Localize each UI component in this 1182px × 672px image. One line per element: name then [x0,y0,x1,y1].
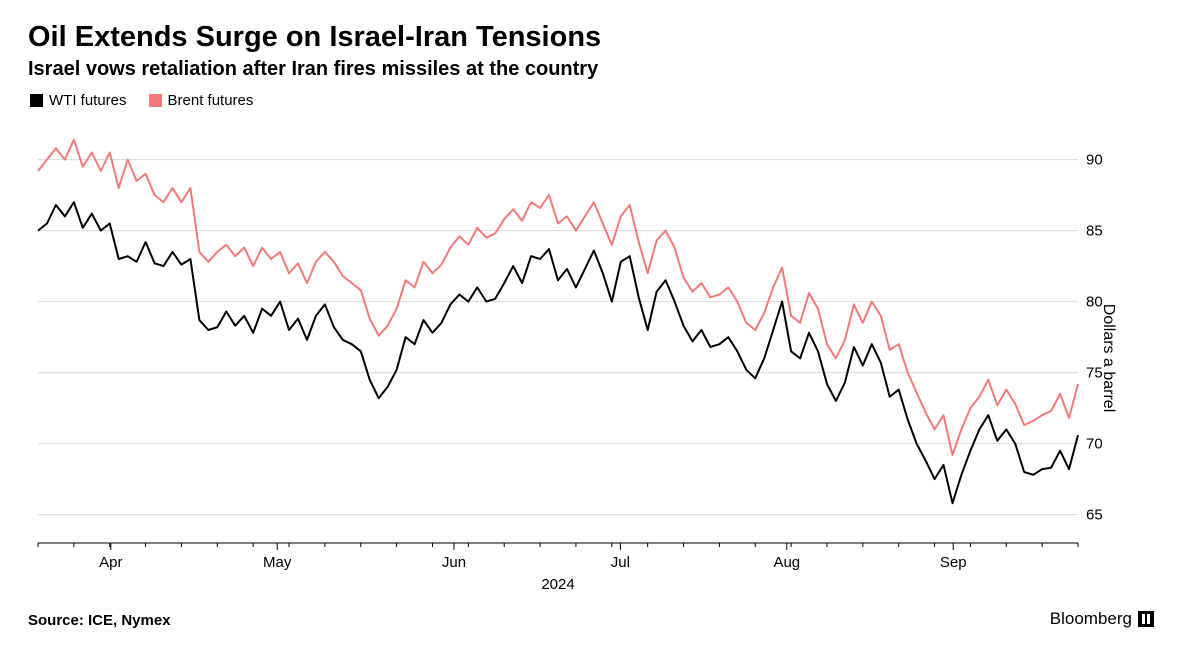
legend-label-wti: WTI futures [49,92,127,109]
svg-text:65: 65 [1086,506,1103,523]
svg-text:Jun: Jun [442,554,466,571]
legend-swatch-wti [30,94,43,107]
legend-item-wti: WTI futures [30,92,127,109]
y-axis-label: Dollars a barrel [1099,304,1117,412]
chart-title: Oil Extends Surge on Israel-Iran Tension… [28,20,1154,55]
svg-text:Aug: Aug [773,554,800,571]
svg-text:90: 90 [1086,151,1103,168]
svg-text:2024: 2024 [541,576,574,593]
chart-source: Source: ICE, Nymex [28,612,171,629]
legend-label-brent: Brent futures [168,92,254,109]
brand-text: Bloomberg [1050,609,1132,629]
legend-swatch-brent [149,94,162,107]
svg-text:Apr: Apr [99,554,122,571]
chart-subtitle: Israel vows retaliation after Iran fires… [28,57,1154,82]
svg-text:Sep: Sep [940,554,967,571]
bloomberg-icon [1138,611,1154,627]
svg-text:70: 70 [1086,435,1103,452]
svg-text:May: May [263,554,292,571]
chart-area: 657075808590AprMayJunJulAugSep2024 Dolla… [28,113,1154,603]
brand-label: Bloomberg [1050,609,1154,629]
svg-text:Jul: Jul [611,554,630,571]
svg-text:85: 85 [1086,222,1103,239]
line-chart-svg: 657075808590AprMayJunJulAugSep2024 [28,113,1124,603]
chart-legend: WTI futures Brent futures [30,92,1154,109]
legend-item-brent: Brent futures [149,92,254,109]
